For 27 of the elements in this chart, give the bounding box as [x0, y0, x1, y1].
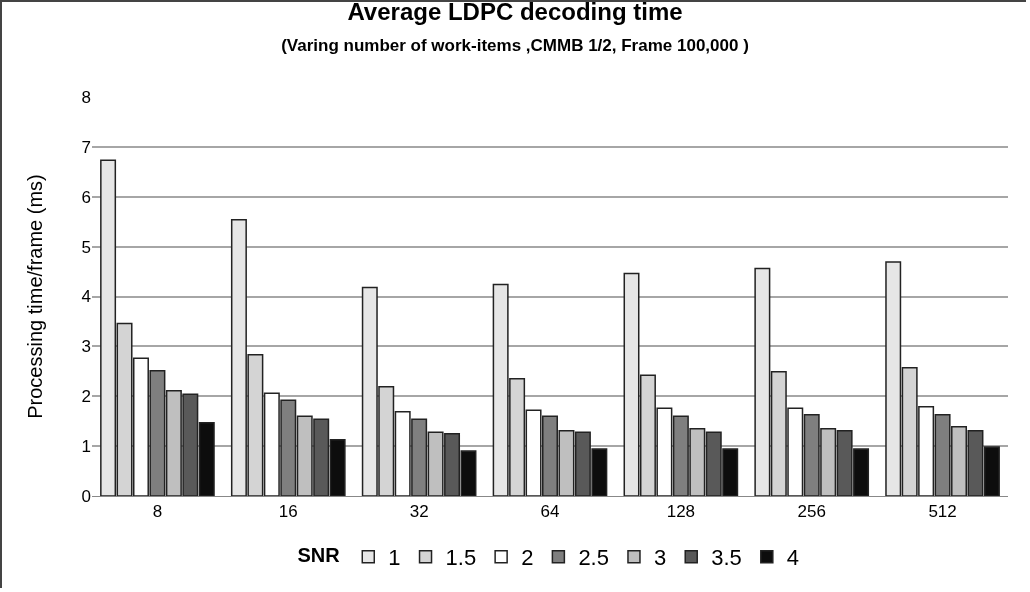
x-tick-label: 512	[928, 502, 957, 522]
legend-label: 2.5	[578, 545, 609, 571]
x-tick-label: 8	[152, 502, 163, 522]
y-tick-label: 7	[81, 137, 91, 157]
x-tick-label: 128	[666, 502, 696, 522]
y-tick-label: 6	[81, 187, 91, 207]
x-tick-label: 32	[409, 502, 429, 522]
y-tick-label: 8	[81, 87, 91, 107]
legend-label: 1	[388, 545, 401, 571]
y-tick-label: 0	[81, 486, 91, 506]
y-tick-label: 2	[81, 387, 91, 407]
legend-label: 3.5	[711, 545, 742, 571]
x-tick-label: 16	[278, 502, 298, 522]
legend-label: 4	[786, 545, 800, 571]
chart-title: Average LDPC decoding time	[347, 0, 683, 25]
y-tick-label: 3	[81, 337, 91, 357]
y-tick-label: 1	[81, 437, 91, 457]
chart-subtitle: (Varing number of work-items ,CMMB 1/2, Frame 100,000 )	[281, 35, 749, 55]
x-tick-label: 64	[540, 502, 560, 522]
y-axis-title: Processing time/frame (ms)	[24, 174, 46, 419]
x-tick-label: 256	[797, 502, 826, 522]
legend-label: 1.5	[445, 545, 477, 571]
y-tick-label: 5	[81, 237, 91, 257]
legend-title: SNR	[297, 543, 341, 566]
legend-label: 2	[521, 545, 534, 571]
y-tick-label: 4	[81, 287, 91, 307]
legend-label: 3	[653, 545, 667, 571]
